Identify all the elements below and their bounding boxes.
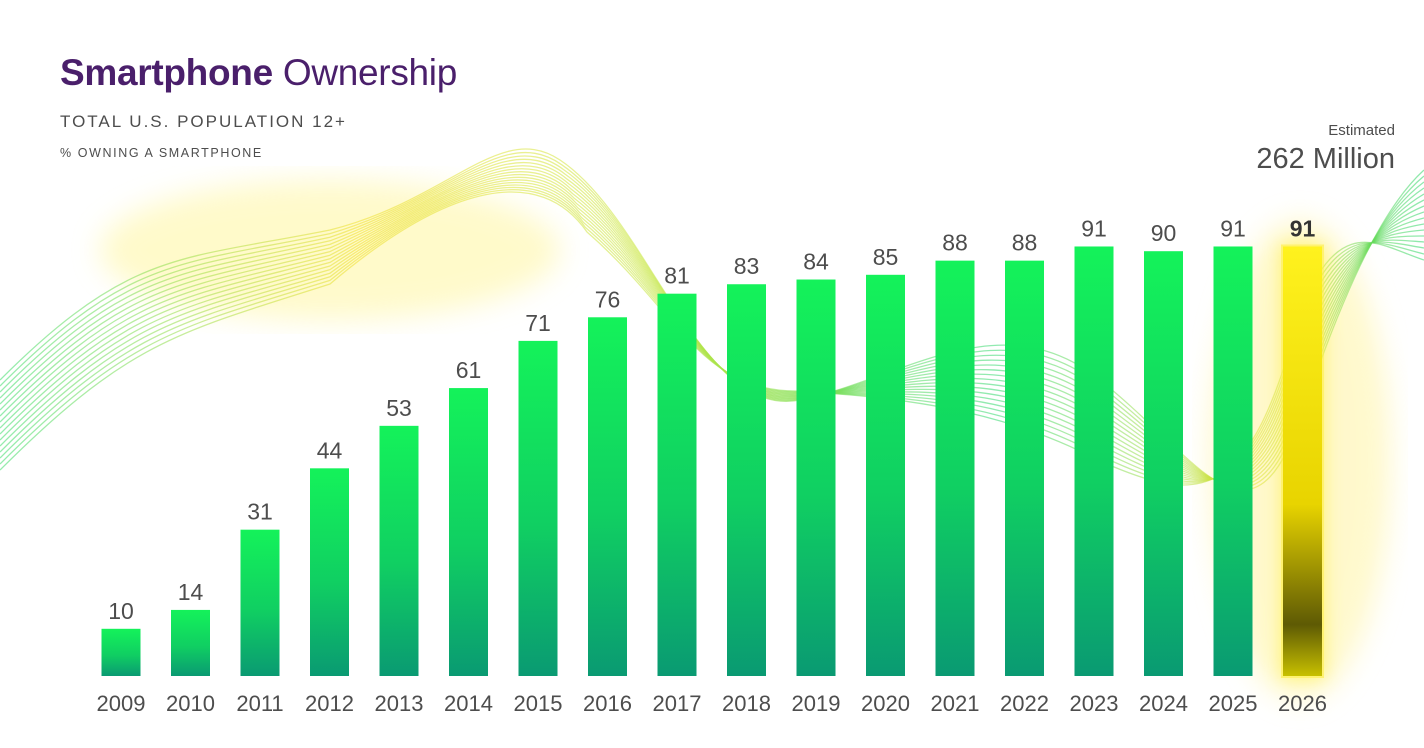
value-label-2020: 85 (873, 244, 899, 270)
wave-line (0, 168, 1424, 481)
glow-left (100, 180, 560, 320)
bar-2017 (657, 293, 697, 676)
bar-2022 (1005, 260, 1044, 676)
x-axis-tick-labels: 2009 2010 2011 2012 2013 2014 2015 2016 2017 2018… (97, 691, 1327, 716)
value-label-2017: 81 (664, 263, 690, 289)
value-label-2022: 88 (1012, 230, 1038, 256)
x-tick-2018: 2018 (722, 691, 771, 716)
value-label-2009: 10 (108, 598, 134, 624)
value-label-2015: 71 (525, 310, 551, 336)
x-tick-2012: 2012 (305, 691, 354, 716)
x-tick-2016: 2016 (583, 691, 632, 716)
value-label-2018: 83 (734, 253, 760, 279)
bar-2023 (1074, 246, 1114, 677)
y-axis-label: % OWNING A SMARTPHONE (60, 146, 263, 160)
bar-2026 (1283, 246, 1322, 677)
x-tick-2013: 2013 (375, 691, 424, 716)
value-label-2016: 76 (595, 286, 621, 312)
x-tick-2024: 2024 (1139, 691, 1188, 716)
wave-line (0, 171, 1424, 480)
value-label-2023: 91 (1081, 215, 1107, 241)
bar-2012 (310, 468, 349, 676)
title-bold: Smartphone (60, 52, 273, 93)
value-label-2019: 84 (803, 249, 829, 275)
bar-2009 (101, 628, 141, 676)
bar-2014 (449, 388, 488, 676)
bar-2019 (796, 279, 836, 676)
bar-2018 (727, 284, 766, 676)
estimated-value: 262 Million (1256, 143, 1395, 175)
x-tick-2026: 2026 (1278, 691, 1327, 716)
estimated-label: Estimated (1328, 122, 1395, 139)
chart-title: Smartphone Ownership (60, 52, 457, 94)
bar-2025 (1213, 246, 1253, 677)
value-label-2012: 44 (317, 437, 343, 463)
x-tick-2014: 2014 (444, 691, 493, 716)
x-tick-2021: 2021 (931, 691, 980, 716)
x-tick-2023: 2023 (1070, 691, 1119, 716)
bar-2021 (935, 260, 975, 676)
value-label-2014: 61 (456, 357, 482, 383)
value-label-2013: 53 (386, 395, 412, 421)
bar-2016 (588, 317, 627, 676)
chart-subtitle: TOTAL U.S. POPULATION 12+ (60, 112, 347, 131)
x-tick-2017: 2017 (653, 691, 702, 716)
title-light: Ownership (282, 52, 457, 93)
value-label-2011: 31 (247, 499, 273, 525)
bar-2024 (1144, 251, 1183, 676)
bar-2010 (171, 609, 210, 676)
bar-2013 (379, 425, 419, 676)
bar-2015 (518, 340, 558, 676)
x-tick-2015: 2015 (514, 691, 563, 716)
value-labels: 10 14 31 44 53 61 71 76 81 83 84 85 88 88 91 90 91 91 (108, 215, 1315, 623)
value-label-2021: 88 (942, 230, 968, 256)
bar-series (101, 244, 1324, 679)
x-tick-2011: 2011 (236, 691, 283, 716)
value-label-2025: 91 (1220, 215, 1246, 241)
x-tick-2025: 2025 (1209, 691, 1258, 716)
x-tick-2020: 2020 (861, 691, 910, 716)
x-tick-2022: 2022 (1000, 691, 1049, 716)
value-label-2024: 90 (1151, 220, 1177, 246)
x-tick-2010: 2010 (166, 691, 215, 716)
bar-2011 (240, 529, 280, 676)
x-tick-2019: 2019 (792, 691, 841, 716)
bar-2020 (866, 274, 905, 676)
x-tick-2009: 2009 (97, 691, 146, 716)
value-label-2010: 14 (178, 579, 204, 605)
value-label-2026: 91 (1290, 215, 1316, 241)
